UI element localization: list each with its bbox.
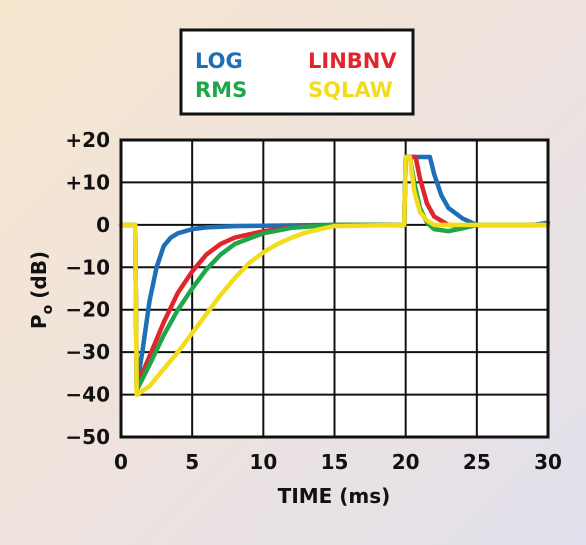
- x-tick-label: 25: [463, 450, 491, 474]
- y-tick-label: +10: [65, 170, 110, 194]
- y-tick-label: −10: [65, 255, 110, 279]
- y-axis-title-main: P: [27, 314, 51, 329]
- x-tick-label: 30: [534, 450, 562, 474]
- y-tick-labels: +20 +10 0 −10 −20 −30 −40 −50: [65, 128, 110, 449]
- legend-entry-sqlaw: SQLAW: [308, 78, 393, 102]
- y-axis-title-unit: (dB): [27, 251, 51, 299]
- legend-entry-rms: RMS: [195, 78, 247, 102]
- series-line-sqlaw: [118, 154, 551, 397]
- y-tick-label: −50: [65, 425, 110, 449]
- y-tick-label: 0: [96, 213, 110, 237]
- x-tick-label: 10: [249, 450, 277, 474]
- series-layer: [118, 154, 551, 397]
- legend-box: [179, 28, 415, 116]
- x-tick-label: 15: [321, 450, 349, 474]
- y-tick-label: −40: [65, 383, 110, 407]
- plot-frame: [119, 138, 550, 439]
- y-tick-label: −20: [65, 298, 110, 322]
- y-tick-label: −30: [65, 340, 110, 364]
- x-tick-label: 5: [185, 450, 199, 474]
- y-axis-title-sub: o: [40, 304, 56, 314]
- legend-entry-linbnv: LINBNV: [308, 49, 397, 73]
- x-tick-labels: 0 5 10 15 20 25 30: [114, 450, 562, 474]
- x-axis-title: TIME (ms): [278, 484, 391, 508]
- series-line-rms: [118, 154, 551, 393]
- svg-text:Po(dB): Po (dB): [27, 251, 56, 329]
- x-tick-label: 20: [392, 450, 420, 474]
- x-tick-label: 0: [114, 450, 128, 474]
- y-axis-title: Po (dB): [27, 251, 56, 329]
- legend-entry-log: LOG: [195, 49, 243, 73]
- legend: LOG LINBNV RMS SQLAW: [179, 28, 415, 116]
- y-tick-label: +20: [65, 128, 110, 152]
